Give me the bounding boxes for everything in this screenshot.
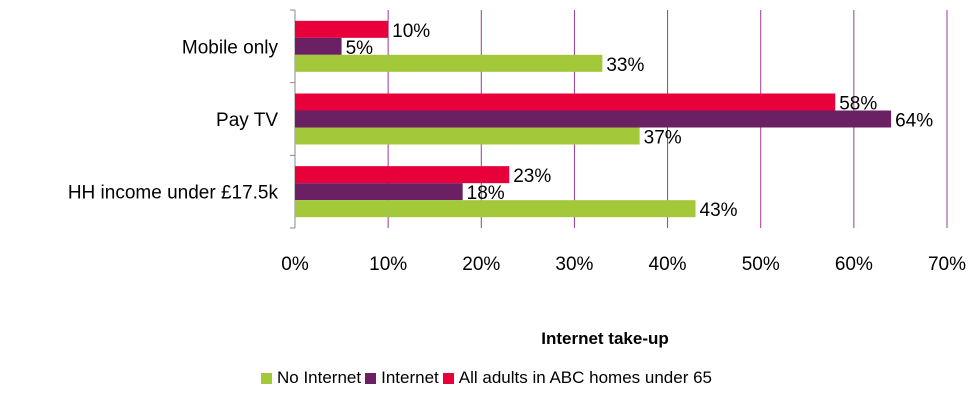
legend-label: No Internet — [276, 368, 362, 387]
bar — [295, 93, 836, 111]
legend-label: All adults in ABC homes under 65 — [458, 368, 713, 387]
legend-label: Internet — [381, 368, 439, 387]
data-label: 33% — [606, 55, 644, 76]
legend-item: All adults in ABC homes under 65 — [442, 368, 713, 388]
data-label: 58% — [839, 94, 877, 115]
legend-item: No Internet — [260, 368, 362, 388]
legend-item: Internet — [365, 368, 439, 388]
data-label: 23% — [513, 166, 551, 187]
bar — [295, 20, 389, 38]
data-label: 64% — [895, 111, 933, 132]
x-tick-label: 0% — [281, 254, 309, 275]
legend-swatch — [365, 372, 377, 384]
data-label: 43% — [700, 200, 738, 221]
bar — [295, 183, 463, 201]
data-label: 18% — [467, 183, 505, 204]
category-label: Pay TV — [216, 110, 278, 131]
x-tick-label: 60% — [835, 254, 873, 275]
data-label: 10% — [392, 21, 430, 42]
bar — [295, 37, 342, 55]
x-tick-label: 40% — [649, 254, 687, 275]
legend-swatch — [442, 372, 454, 384]
x-tick-label: 50% — [742, 254, 780, 275]
x-tick-label: 70% — [928, 254, 966, 275]
category-label: Mobile only — [182, 37, 279, 58]
category-label: HH income under £17.5k — [68, 183, 279, 204]
x-tick-label: 30% — [555, 254, 593, 275]
legend: No Internet Internet All adults in ABC hom… — [0, 368, 973, 389]
x-tick-label: 20% — [462, 254, 500, 275]
data-label: 37% — [644, 128, 682, 149]
bar — [295, 54, 603, 72]
chart-title: Internet take-up — [541, 329, 669, 348]
bar — [295, 110, 892, 128]
x-tick-label: 10% — [369, 254, 407, 275]
legend-swatch — [260, 372, 272, 384]
bar — [295, 127, 640, 145]
bar — [295, 166, 510, 184]
bar — [295, 200, 696, 218]
data-label: 5% — [346, 38, 374, 59]
